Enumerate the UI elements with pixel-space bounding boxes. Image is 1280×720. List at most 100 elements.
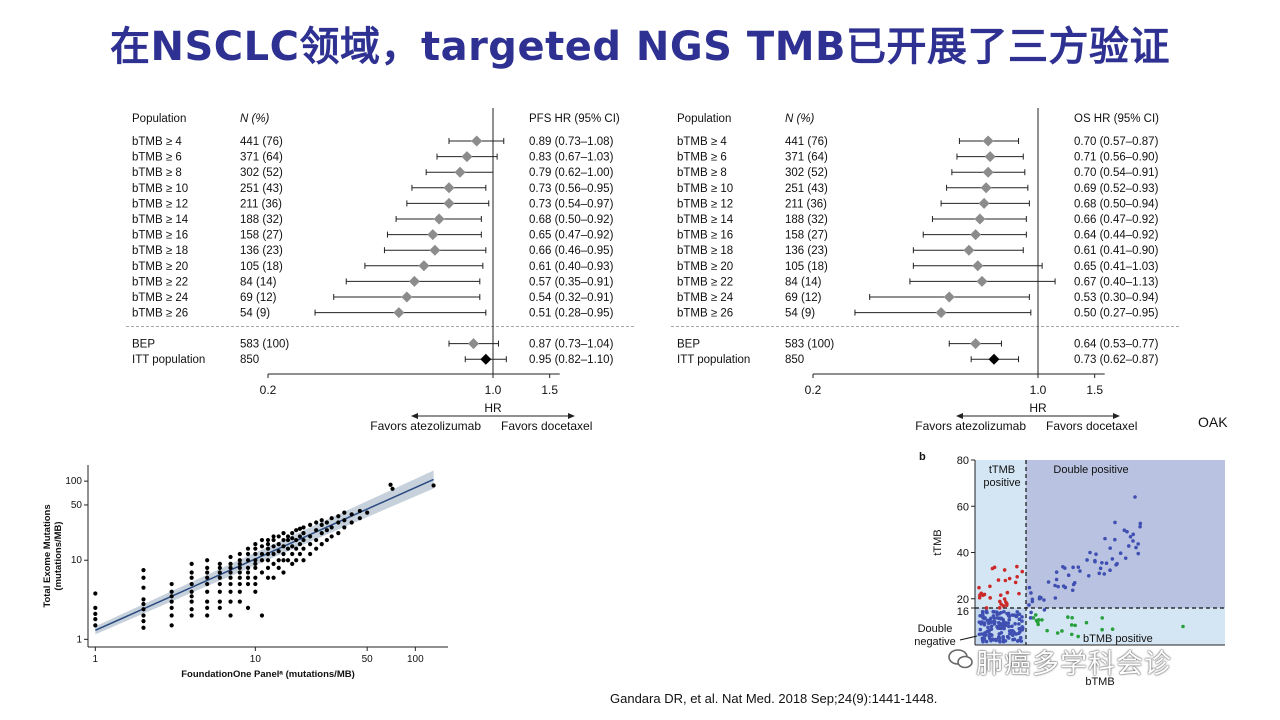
btmb-point-76 — [985, 618, 990, 623]
btmb-point-166 — [996, 578, 1001, 582]
exome-point-17 — [169, 599, 174, 604]
exome-point-161 — [357, 508, 362, 514]
exome-point-75 — [253, 575, 258, 580]
os-row-1-hr-text: 0.71 (0.56–0.90) — [1074, 152, 1159, 164]
btmb-point-249 — [1118, 551, 1123, 556]
btmb-point-139 — [992, 619, 996, 624]
btmb-point-231 — [1029, 610, 1033, 615]
os-row-1-n: 371 (64) — [785, 152, 828, 164]
btmb-point-118 — [995, 616, 1000, 620]
exome-point-61 — [237, 565, 242, 571]
btmb-panel-label: b — [919, 451, 926, 463]
btmb-point-174 — [1005, 590, 1010, 595]
btmb-point-55 — [987, 634, 992, 639]
btmb-point-145 — [981, 613, 985, 618]
exome-point-150 — [329, 525, 334, 530]
os-arrow-right-head — [1113, 413, 1120, 419]
pfs-row-1-hr-text: 0.83 (0.67–1.03) — [529, 152, 614, 164]
os-row-8-estimate-marker — [972, 260, 984, 272]
exome-point-87 — [259, 537, 265, 543]
btmb-point-158 — [988, 584, 992, 589]
os-arrow-left-head — [956, 413, 963, 419]
exome-point-144 — [319, 522, 324, 527]
exome-point-73 — [253, 589, 258, 594]
os-summary-0-hr-text: 0.64 (0.53–0.77) — [1074, 339, 1159, 351]
btmb-point-144 — [1004, 621, 1009, 625]
exome-point-85 — [259, 551, 265, 557]
btmb-point-168 — [984, 606, 989, 610]
btmb-point-38 — [1018, 635, 1023, 640]
os-row-8-n: 105 (18) — [785, 261, 828, 273]
btmb-point-243 — [1042, 598, 1046, 602]
btmb-point-86 — [999, 630, 1004, 635]
btmb-point-151 — [988, 596, 992, 600]
btmb-point-196 — [1036, 622, 1040, 627]
exome-point-35 — [205, 575, 210, 580]
exome-point-153 — [336, 520, 341, 525]
exome-point-149 — [329, 534, 334, 539]
btmb-point-178 — [977, 595, 982, 600]
btmb-point-256 — [1113, 520, 1117, 525]
btmb-point-15 — [1007, 617, 1012, 622]
exome-point-131 — [301, 537, 306, 543]
btmb-point-211 — [1134, 545, 1138, 550]
exome-point-80 — [253, 546, 258, 551]
exome-point-154 — [336, 514, 341, 519]
exome-point-22 — [189, 607, 194, 612]
os-header-n: N (%) — [785, 113, 815, 125]
os-row-9-hr-text: 0.67 (0.40–1.13) — [1074, 276, 1159, 288]
btmb-point-122 — [1001, 617, 1005, 622]
os-row-11-hr-text: 0.50 (0.27–0.95) — [1074, 308, 1159, 320]
exome-point-55 — [228, 554, 233, 560]
btmb-point-240 — [1136, 542, 1140, 546]
os-row-5-estimate-marker — [974, 213, 986, 225]
btmb-point-223 — [1098, 566, 1103, 571]
pfs-row-4-n: 211 (36) — [240, 198, 282, 210]
btmb-point-203 — [1027, 603, 1031, 607]
btmb-point-105 — [987, 632, 992, 636]
btmb-point-228 — [1042, 608, 1047, 612]
pfs-row-2-estimate-marker — [454, 166, 466, 178]
exome-point-94 — [265, 537, 271, 543]
watermark-text: 肺癌多学科会诊 — [976, 649, 1172, 680]
btmb-y-tick-label-2: 40 — [957, 548, 969, 560]
exome-point-21 — [189, 613, 194, 618]
pfs-row-0-hr-text: 0.89 (0.73–1.08) — [529, 136, 614, 148]
os-row-5-hr-text: 0.66 (0.47–0.92) — [1074, 214, 1159, 226]
os-row-3-n: 251 (43) — [785, 183, 828, 195]
pfs-tick-label-1: 1.0 — [485, 383, 502, 397]
btmb-point-160 — [1003, 578, 1008, 583]
btmb-point-220 — [1070, 588, 1075, 593]
btmb-point-222 — [1027, 585, 1032, 590]
exome-point-59 — [237, 575, 242, 580]
btmb-point-81 — [982, 637, 987, 641]
exome-point-165 — [431, 483, 436, 488]
os-summary-0-label: BEP — [677, 339, 700, 351]
exome-point-127 — [297, 534, 303, 539]
btmb-point-248 — [1104, 561, 1109, 566]
btmb-point-253 — [1063, 585, 1068, 590]
oak-label: OAK — [1198, 414, 1228, 430]
exome-point-146 — [324, 537, 329, 543]
btmb-point-214 — [1126, 544, 1131, 548]
exome-point-99 — [271, 537, 276, 543]
btmb-point-78 — [996, 620, 1001, 625]
btmb-point-126 — [1017, 638, 1021, 643]
exome-point-56 — [237, 599, 242, 604]
btmb-point-236 — [1056, 584, 1060, 589]
pfs-row-2-n: 302 (52) — [240, 167, 283, 179]
slide-title: 在NSCLC领域，targeted NGS TMB已开展了三方验证 — [109, 24, 1170, 70]
exome-y-tick-label-2: 50 — [71, 500, 83, 511]
os-row-0-estimate-marker — [982, 135, 994, 147]
btmb-point-146 — [994, 637, 998, 642]
pfs-row-1-n: 371 (64) — [240, 152, 283, 164]
exome-point-105 — [276, 534, 281, 539]
exome-point-68 — [245, 570, 251, 575]
exome-point-8 — [141, 607, 146, 612]
exome-point-20 — [169, 581, 174, 587]
exome-point-101 — [276, 565, 281, 571]
btmb-y-tick-label-1: 20 — [957, 594, 969, 606]
exome-point-27 — [189, 575, 194, 580]
exome-point-90 — [265, 558, 271, 563]
exome-point-140 — [314, 528, 319, 533]
